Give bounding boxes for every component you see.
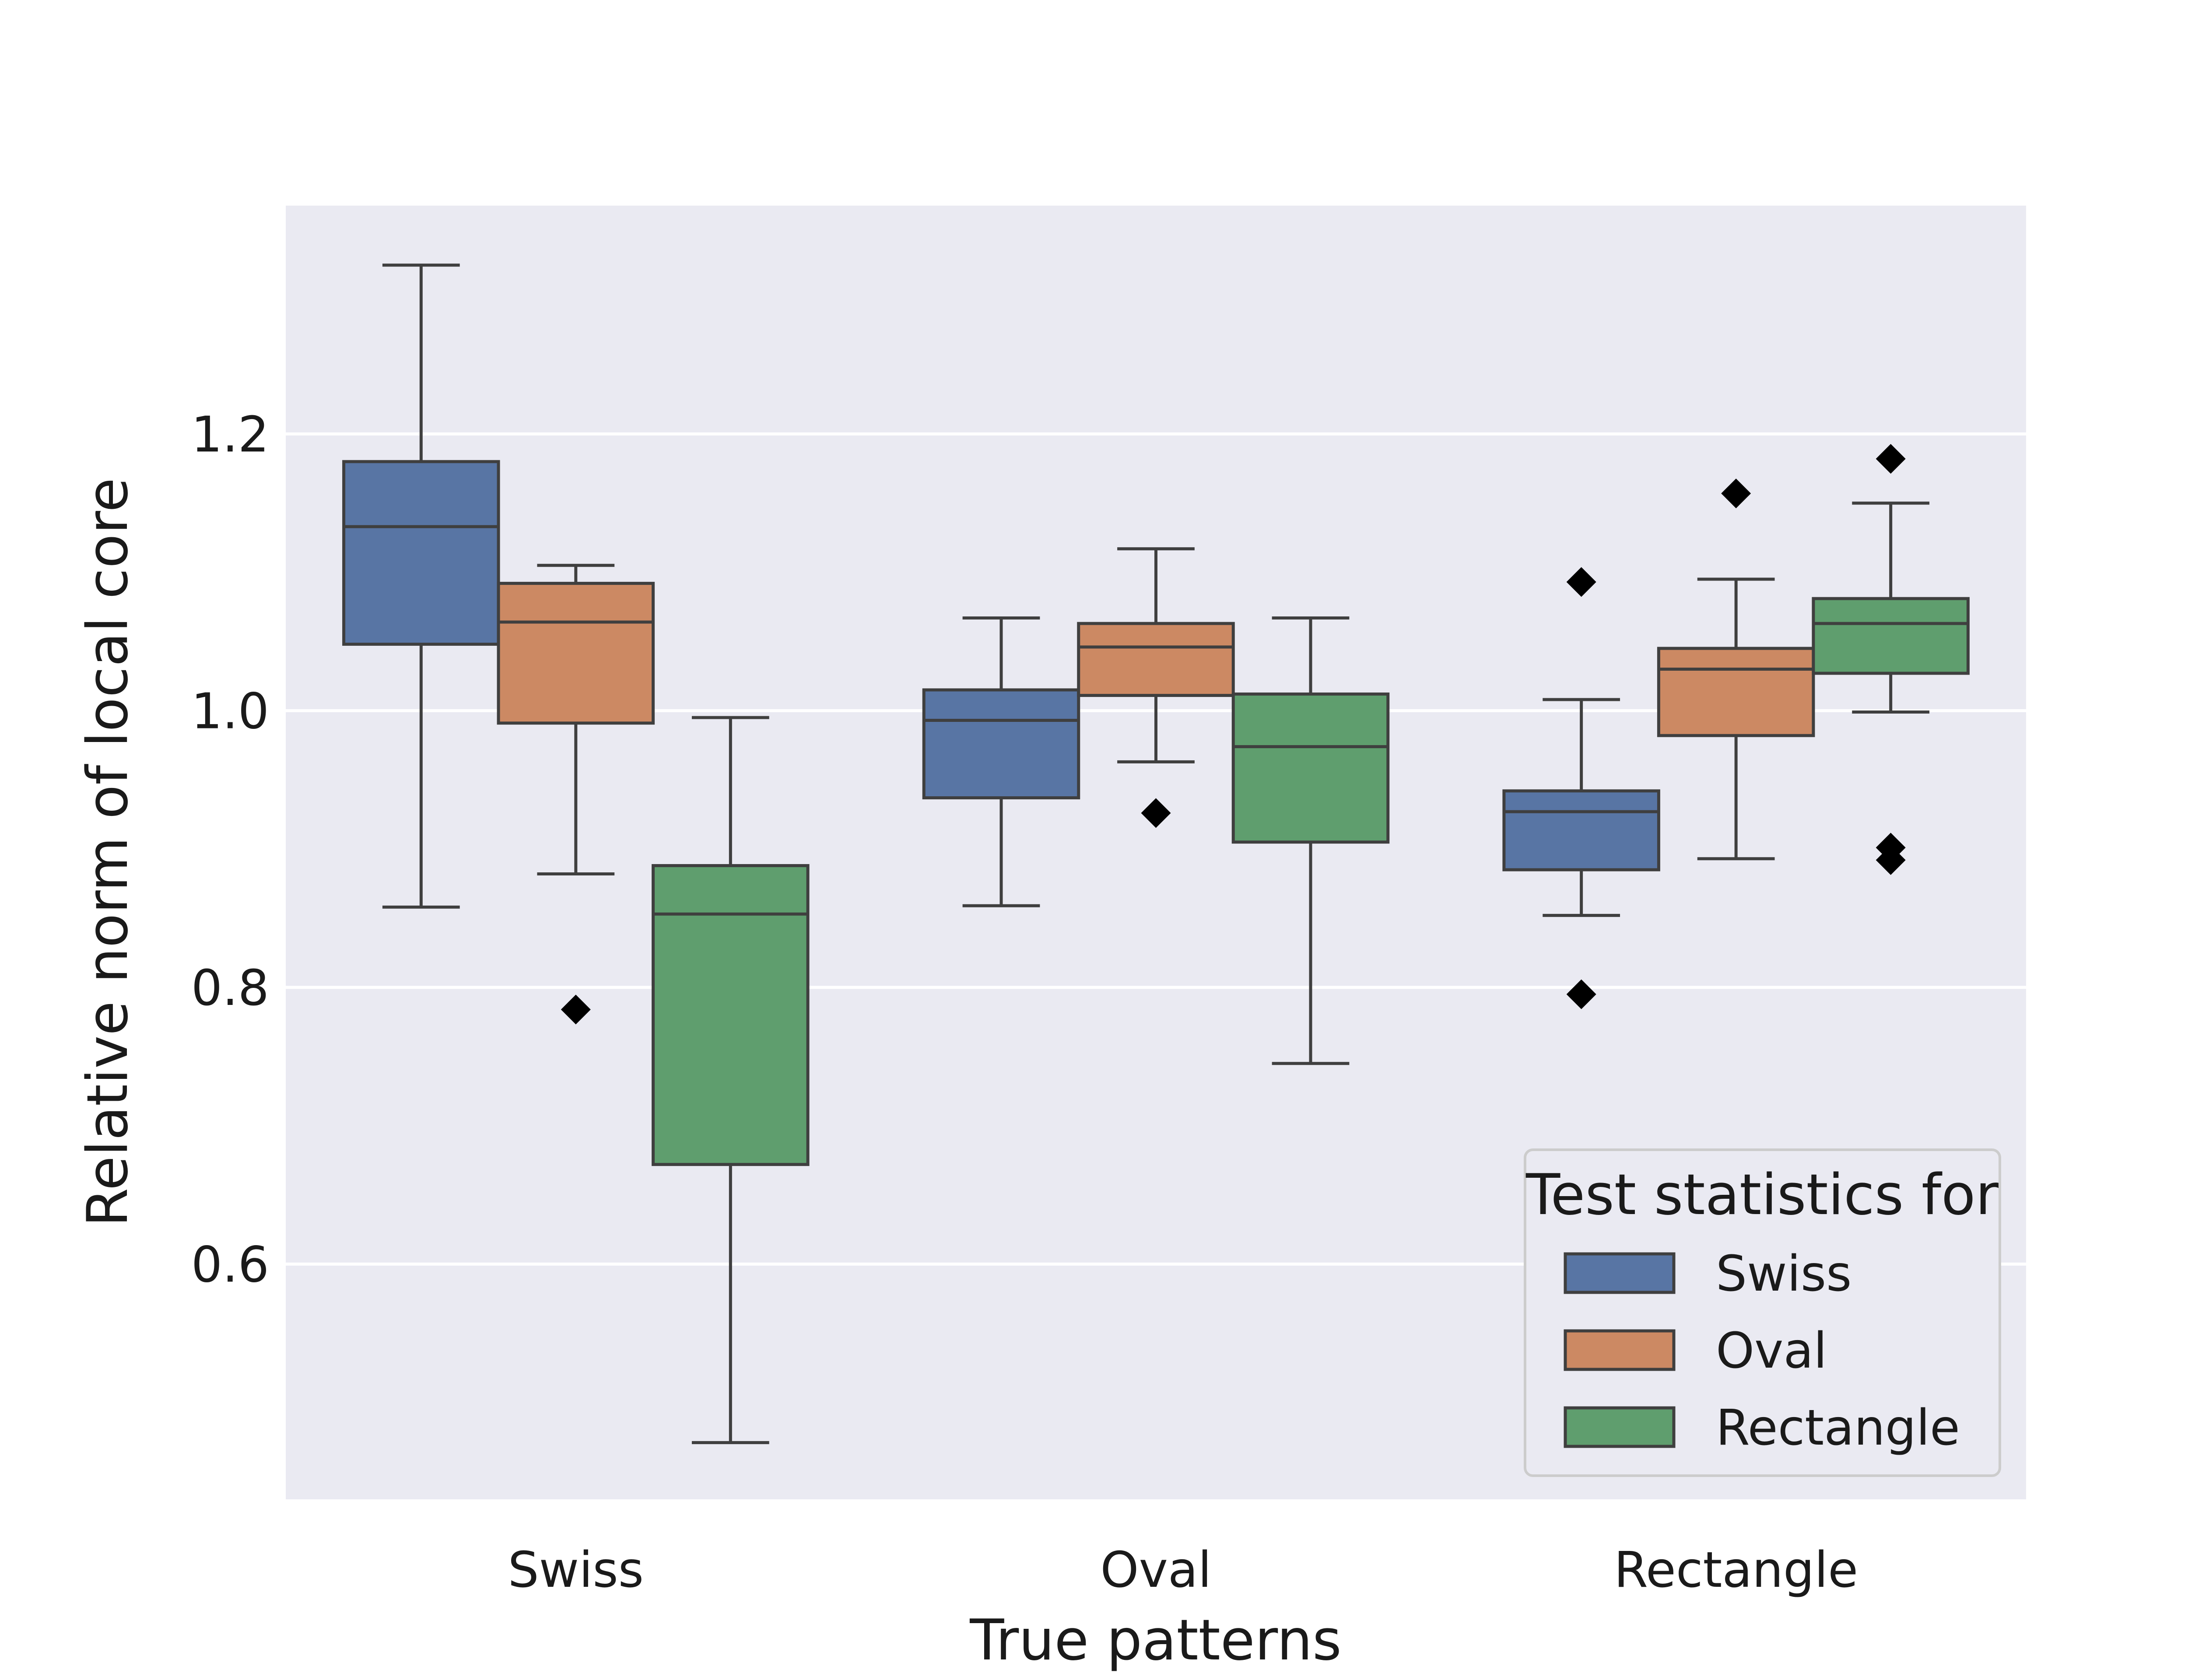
y-tick-label: 0.6 — [191, 1236, 269, 1293]
iqr-box — [652, 864, 810, 1166]
outlier-point — [561, 994, 591, 1025]
box-rectangle-swiss — [652, 716, 810, 1444]
legend-label-oval: Oval — [1716, 1323, 1827, 1379]
iqr-box — [1657, 647, 1815, 737]
boxes — [342, 263, 1970, 1444]
x-axis-label: True patterns — [969, 1608, 1342, 1673]
box-oval-oval — [1077, 547, 1235, 828]
legend-swatch-oval — [1564, 1329, 1676, 1371]
y-axis-label: Relative norm of local core — [75, 478, 140, 1227]
iqr-box — [922, 688, 1080, 800]
legend-items: Swiss Oval Rectangle — [1564, 1246, 1960, 1456]
outlier-point — [1566, 567, 1596, 597]
legend-label-rectangle: Rectangle — [1716, 1400, 1960, 1456]
y-tick-labels: 0.6 0.8 1.0 1.2 — [191, 406, 269, 1294]
outlier-point — [1721, 478, 1751, 508]
legend-frame — [1524, 1148, 2001, 1477]
iqr-box — [497, 581, 655, 725]
x-tick-label: Oval — [1100, 1542, 1211, 1599]
legend-swatch-swiss — [1564, 1252, 1676, 1294]
outlier-point — [1876, 444, 1906, 474]
x-tick-label: Swiss — [508, 1542, 644, 1599]
box-oval-swiss — [497, 564, 655, 1025]
y-tick-label: 1.2 — [191, 406, 269, 463]
legend-title: Test statistics for — [1525, 1162, 1999, 1228]
box-swiss-swiss — [342, 263, 500, 909]
iqr-box — [1077, 622, 1235, 697]
x-tick-label: Rectangle — [1614, 1542, 1858, 1599]
box-rectangle-rectangle — [1812, 444, 1970, 875]
outlier-point — [1876, 845, 1906, 875]
iqr-box — [1812, 597, 1970, 675]
box-oval-rectangle — [1657, 478, 1815, 861]
legend-label-swiss: Swiss — [1716, 1246, 1852, 1302]
outlier-point — [1141, 798, 1171, 828]
box-swiss-oval — [922, 616, 1080, 907]
box-rectangle-oval — [1231, 616, 1390, 1065]
outlier-point — [1566, 979, 1596, 1009]
legend: Test statistics for Swiss Oval Rectangle — [1524, 1148, 2001, 1477]
iqr-box — [342, 460, 500, 646]
box-swiss-rectangle — [1502, 567, 1660, 1009]
iqr-box — [1231, 692, 1390, 844]
iqr-box — [1502, 789, 1660, 872]
y-tick-label: 1.0 — [191, 683, 269, 740]
x-tick-labels: Swiss Oval Rectangle — [508, 1542, 1858, 1599]
y-tick-label: 0.8 — [191, 960, 269, 1017]
legend-swatch-rectangle — [1564, 1406, 1676, 1448]
